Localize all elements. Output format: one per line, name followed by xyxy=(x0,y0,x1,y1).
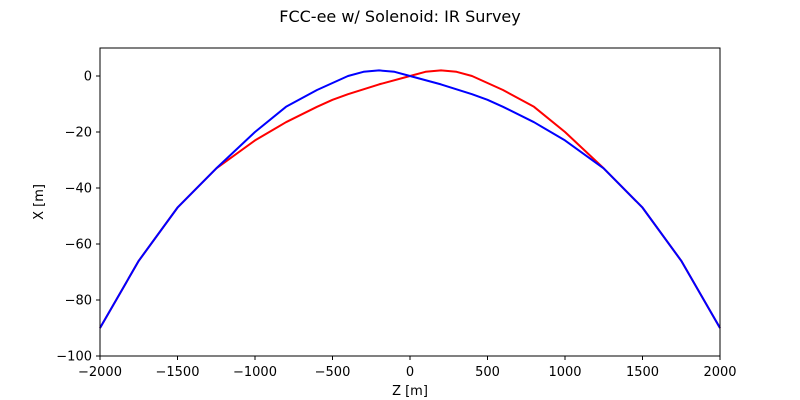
series-layer xyxy=(99,69,721,329)
x-tick-label: 2000 xyxy=(703,365,736,380)
y-tick-label: −80 xyxy=(65,294,92,309)
x-tick-label: −1000 xyxy=(233,365,277,380)
plot-area-frame xyxy=(99,47,721,357)
chart-title: FCC-ee w/ Solenoid: IR Survey xyxy=(279,7,520,26)
y-tick-label: −40 xyxy=(65,182,92,197)
y-axis-title: X [m] xyxy=(32,184,47,220)
x-tick-label: 500 xyxy=(475,365,500,380)
y-axis: −100 −80 −60 −40 −20 0 xyxy=(56,70,100,365)
y-tick-label: 0 xyxy=(84,70,92,85)
y-tick-label: −20 xyxy=(65,126,92,141)
x-tick-label: −500 xyxy=(315,365,351,380)
y-tick-label: −60 xyxy=(65,238,92,253)
x-axis: −2000 −1500 −1000 −500 0 500 1000 1500 2000 xyxy=(78,356,737,380)
series-line-2 xyxy=(99,69,721,329)
series-line-1 xyxy=(99,69,721,329)
x-tick-label: 0 xyxy=(406,365,414,380)
x-tick-label: 1500 xyxy=(626,365,659,380)
x-tick-label: 1000 xyxy=(548,365,581,380)
x-tick-label: −1500 xyxy=(156,365,200,380)
x-tick-label: −2000 xyxy=(78,365,122,380)
y-tick-label: −100 xyxy=(56,350,92,365)
x-axis-title: Z [m] xyxy=(392,384,428,399)
